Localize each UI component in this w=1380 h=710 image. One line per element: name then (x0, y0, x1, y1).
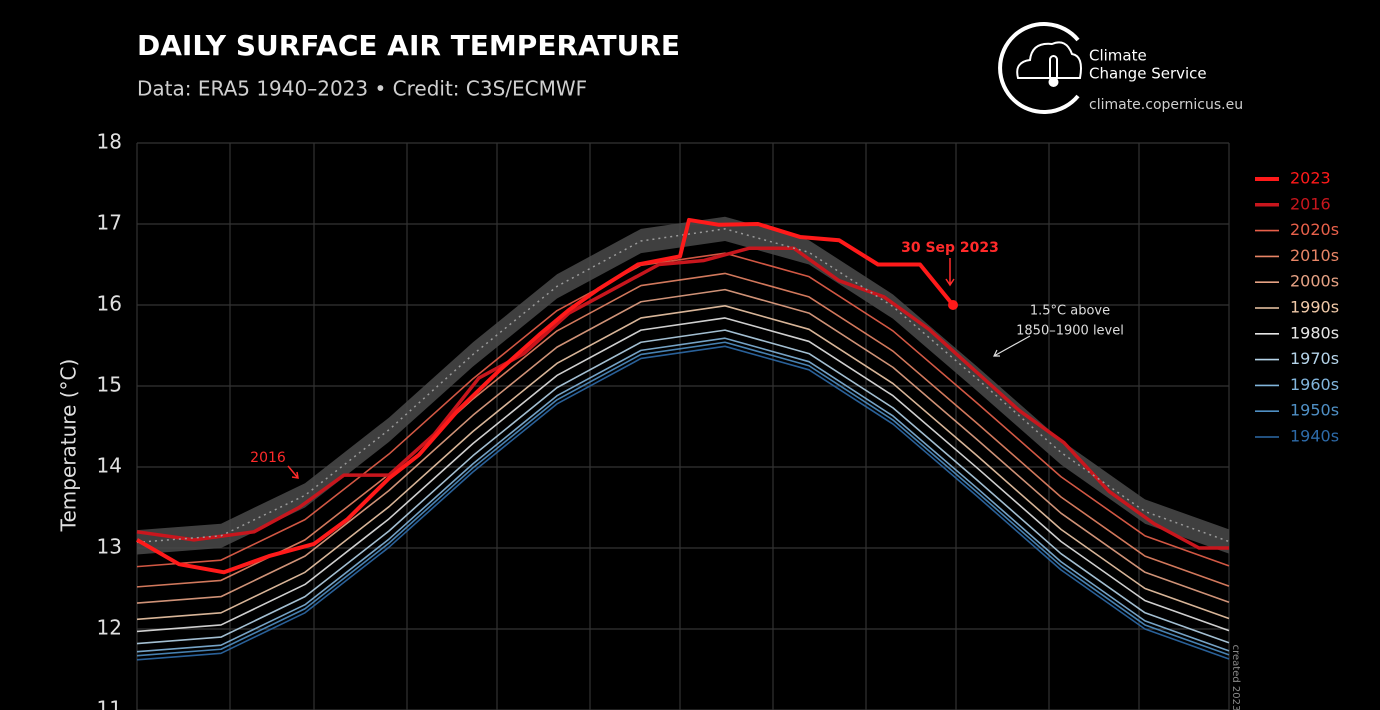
annotation: 1.5°C above (1030, 304, 1110, 319)
y-tick-label: 17 (97, 211, 122, 235)
logo-text: Climate (1089, 47, 1147, 65)
labels: DAILY SURFACE AIR TEMPERATURE Data: ERA5… (57, 22, 1243, 710)
legend-label: 1980s (1290, 323, 1339, 342)
legend-label: 2023 (1290, 169, 1331, 188)
legend-label: 1950s (1290, 401, 1339, 420)
plot-area (135, 216, 1230, 661)
legend-label: 1970s (1290, 349, 1339, 368)
legend-label: 1940s (1290, 427, 1339, 446)
logo: Climate Change Service climate.copernicu… (998, 22, 1243, 114)
legend-label: 2020s (1290, 220, 1339, 239)
legend-label: 2000s (1290, 272, 1339, 291)
logo-url: climate.copernicus.eu (1089, 97, 1243, 113)
annotation: 2016 (250, 450, 286, 466)
annotation-arrow (993, 335, 1031, 357)
series-line (136, 329, 1230, 645)
logo-cloud (1016, 41, 1082, 79)
series-line (136, 337, 1230, 653)
level-band (137, 216, 1229, 555)
y-axis-label: Temperature (°C) (57, 359, 81, 533)
y-tick-label: 14 (97, 454, 122, 478)
series-line (136, 272, 1230, 588)
legend-label: 1960s (1290, 375, 1339, 394)
series-line (136, 341, 1230, 657)
chart-subtitle: Data: ERA5 1940–2023 • Credit: C3S/ECMWF (137, 77, 587, 101)
series-line (136, 246, 1229, 550)
y-tick-label: 16 (97, 292, 122, 316)
annotation: 1850–1900 level (1016, 324, 1124, 339)
y-tick-label: 15 (97, 373, 122, 397)
created-note: created 2023 (1230, 645, 1241, 710)
chart-title: DAILY SURFACE AIR TEMPERATURE (137, 29, 680, 62)
legend-label: 2010s (1290, 246, 1339, 265)
legend-label: 1990s (1290, 298, 1339, 317)
end-marker (948, 300, 958, 310)
series-line (136, 288, 1230, 604)
y-tick-label: 11 (97, 697, 122, 710)
series-line (136, 345, 1230, 661)
grid: 11 12 13 14 15 16 17 18 (97, 130, 1230, 710)
legend-label: 2016 (1290, 194, 1331, 213)
logo-bulb (1048, 77, 1059, 87)
legend: 2023 2016 2020s 2010s 2000s 1990s 1980s 1970s 19… (1255, 169, 1339, 446)
logo-arc (998, 22, 1080, 114)
y-tick-label: 18 (97, 130, 122, 154)
series-line (136, 305, 1230, 621)
logo-text: Change Service (1089, 65, 1207, 83)
series-line (136, 317, 1230, 633)
series-line (135, 217, 955, 575)
annotation-arrow (287, 465, 299, 479)
annotation: 30 Sep 2023 (901, 240, 999, 256)
annotation-arrow (945, 258, 955, 287)
y-tick-label: 12 (97, 616, 122, 640)
level-center-line (136, 228, 1230, 544)
series-line (136, 252, 1230, 568)
y-tick-label: 13 (97, 535, 122, 559)
